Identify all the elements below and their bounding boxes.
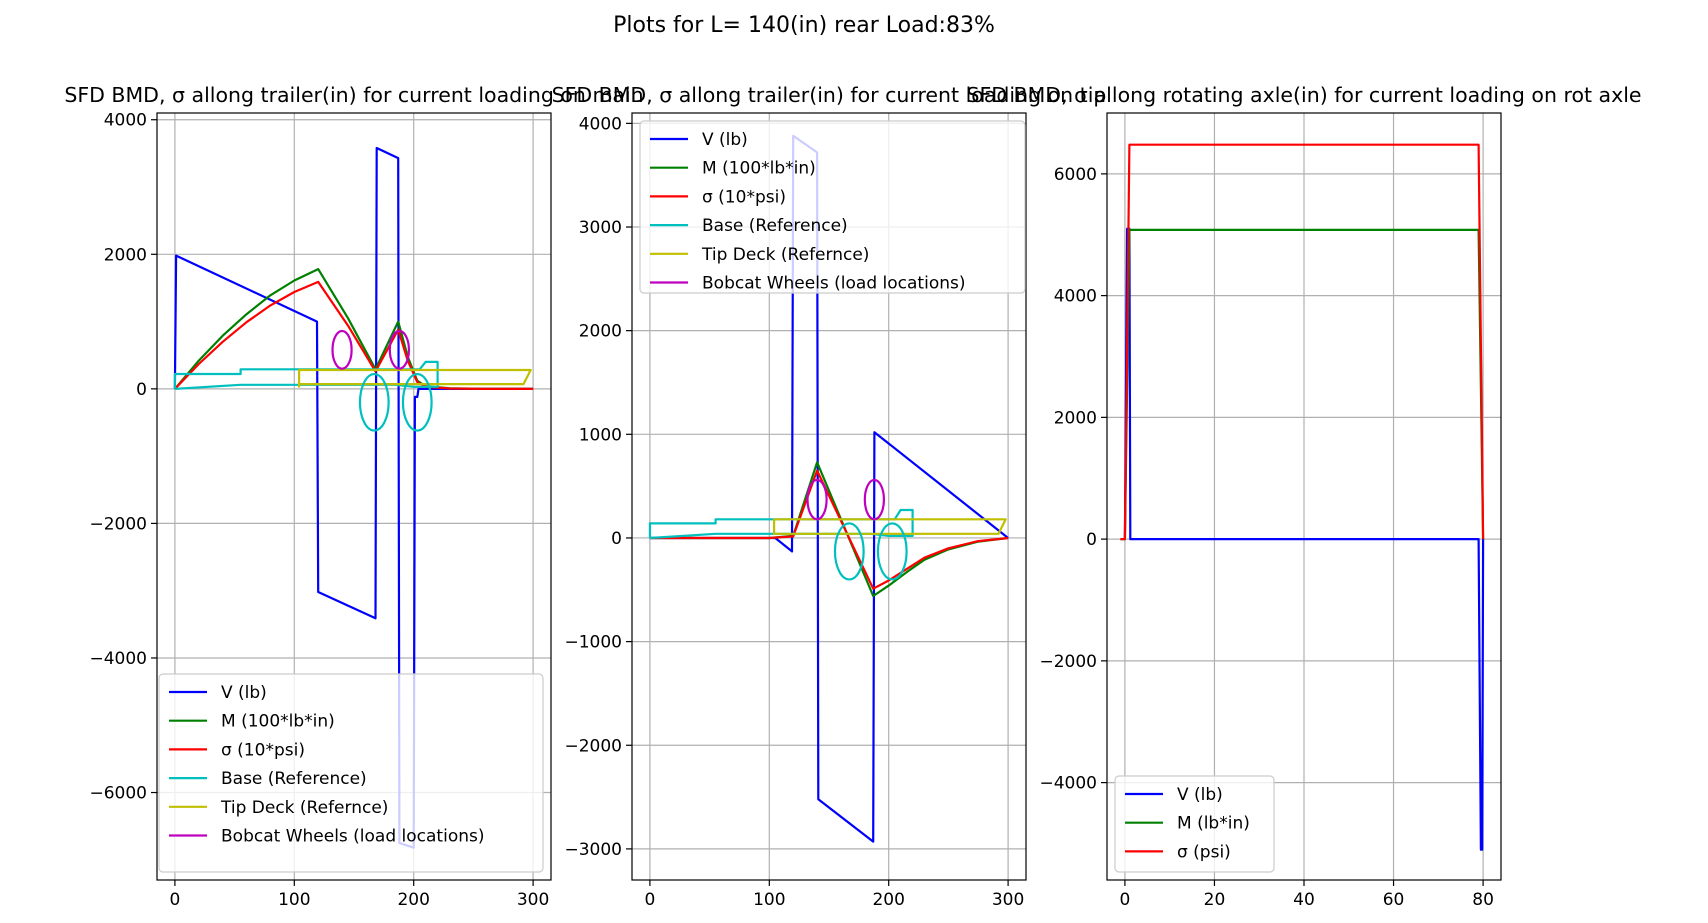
subplot-1: 0 100 200 300 −6000 −4000 −2000 0 2000 4000 SFD BM… xyxy=(64,83,643,910)
x-tick-label: 100 xyxy=(278,890,310,910)
x-tick-label: 0 xyxy=(169,890,180,910)
ellipse-marker-wheels xyxy=(863,478,886,521)
legend-frame xyxy=(158,673,544,873)
legend-label: σ (psi) xyxy=(1177,842,1231,862)
y-tick-label: 0 xyxy=(1086,530,1097,550)
ellipse-marker-base xyxy=(833,522,865,581)
series-line-tip xyxy=(298,368,532,388)
y-tick-label: −3000 xyxy=(564,840,622,860)
subplot-2: 0 100 200 300 −3000 −2000 −1000 0 1000 2000 3000 40… xyxy=(552,83,1107,910)
data-layer xyxy=(173,146,534,849)
legend-label: Tip Deck (Refernce) xyxy=(701,245,869,265)
legend-label: Bobcat Wheels (load locations) xyxy=(702,274,965,294)
subplot-title: SFD BMD, σ allong trailer(in) for curren… xyxy=(64,83,643,107)
x-tick-label: 100 xyxy=(753,890,785,910)
x-tick-label: 60 xyxy=(1383,890,1405,910)
y-tick-label: 0 xyxy=(611,529,622,549)
legend-label: Bobcat Wheels (load locations) xyxy=(221,827,484,847)
x-tick-label: 80 xyxy=(1472,890,1494,910)
y-tick-label: −6000 xyxy=(89,784,147,804)
legend: V (lb) M (100*lb*in) σ (10*psi) Base (Refer… xyxy=(639,120,1026,294)
y-tick-label: −4000 xyxy=(1039,774,1097,794)
y-tick-label: −4000 xyxy=(89,649,147,669)
x-tick-label: 300 xyxy=(992,890,1024,910)
subplot-3: 0 20 40 60 80 −4000 −2000 0 2000 4000 6000 SFD BMD,… xyxy=(966,83,1641,910)
ellipse-marker-wheels xyxy=(806,478,828,521)
legend-label: σ (10*psi) xyxy=(221,740,305,760)
y-tick-label: 4000 xyxy=(1054,287,1097,307)
legend-label: Base (Reference) xyxy=(702,216,848,236)
y-tick-label: 0 xyxy=(136,380,147,400)
x-tick-label: 300 xyxy=(517,890,549,910)
y-tick-label: 4000 xyxy=(104,111,147,131)
legend-label: Base (Reference) xyxy=(221,769,367,789)
axes-frame xyxy=(1106,112,1502,881)
legend-label: M (100*lb*in) xyxy=(702,159,816,179)
subplot-title: SFD BMD, σ allong rotating axle(in) for … xyxy=(966,83,1641,107)
y-tick-label: 3000 xyxy=(579,218,622,238)
y-tick-label: −2000 xyxy=(564,736,622,756)
y-tick-label: 4000 xyxy=(579,114,622,134)
ellipse-marker-base xyxy=(876,522,908,581)
x-tick-label: 0 xyxy=(644,890,655,910)
y-tick-label: −2000 xyxy=(89,514,147,534)
legend-label: σ (10*psi) xyxy=(702,187,786,207)
legend-label: V (lb) xyxy=(1177,785,1223,805)
ellipse-marker-wheels xyxy=(331,329,353,370)
series-line-sigma xyxy=(1120,143,1485,541)
legend-frame xyxy=(1114,775,1275,873)
x-tick-label: 0 xyxy=(1119,890,1130,910)
series-line-sigma xyxy=(174,280,534,390)
y-tick-label: 2000 xyxy=(1054,408,1097,428)
ellipse-marker-wheels xyxy=(388,329,411,370)
x-tick-label: 200 xyxy=(397,890,429,910)
series-line-M xyxy=(649,461,1009,598)
legend-frame xyxy=(639,120,1026,294)
axes-frame xyxy=(156,112,552,881)
legend-label: M (100*lb*in) xyxy=(221,712,335,732)
legend-label: Tip Deck (Refernce) xyxy=(220,798,388,818)
ellipse-marker-base xyxy=(401,372,433,432)
y-tick-label: 6000 xyxy=(1054,165,1097,185)
y-tick-label: −2000 xyxy=(1039,652,1097,672)
series-line-V xyxy=(173,146,534,849)
series-line-sigma xyxy=(649,469,1009,590)
x-tick-label: 20 xyxy=(1204,890,1226,910)
x-tick-label: 200 xyxy=(872,890,904,910)
series-line-tip xyxy=(772,518,1007,535)
x-tick-label: 40 xyxy=(1293,890,1315,910)
data-layer xyxy=(1120,143,1485,851)
legend: V (lb) M (100*lb*in) σ (10*psi) Base (Refer… xyxy=(158,673,544,873)
legend-label: V (lb) xyxy=(702,130,748,150)
y-tick-label: 2000 xyxy=(104,245,147,265)
legend-label: V (lb) xyxy=(221,683,267,703)
y-tick-label: 1000 xyxy=(579,425,622,445)
series-line-M xyxy=(1120,228,1485,541)
y-tick-label: −1000 xyxy=(564,633,622,653)
legend-label: M (lb*in) xyxy=(1177,814,1250,834)
y-tick-label: 2000 xyxy=(579,322,622,342)
figure-suptitle: Plots for L= 140(in) rear Load:83% xyxy=(613,13,995,38)
axes-frame xyxy=(631,112,1027,881)
legend: V (lb) M (lb*in) σ (psi) xyxy=(1114,775,1275,873)
ellipse-marker-base xyxy=(358,372,390,432)
subplot-title: SFD BMD, σ allong trailer(in) for curren… xyxy=(552,83,1107,107)
